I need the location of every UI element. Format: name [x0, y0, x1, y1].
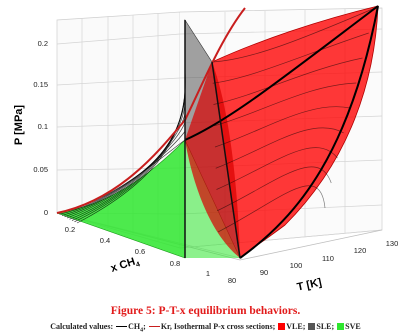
- legend-iso: Isothermal P-x cross sections;: [173, 322, 276, 331]
- legend-ch4: CH: [128, 322, 141, 331]
- vle-swatch: [278, 323, 286, 330]
- y-tick-label: 110: [322, 254, 334, 263]
- isotherm-line: [214, 82, 357, 127]
- sle-edge-2: [211, 61, 241, 259]
- x-axis: 0.2 0.4 0.6 0.8 1: [65, 225, 210, 278]
- y-axis-label: T [K]: [296, 277, 323, 294]
- isothermal-lines: [56, 7, 376, 233]
- isotherm-line: [215, 127, 344, 169]
- z-tick-label: 0.1: [38, 122, 48, 131]
- x-tick-label: 0.4: [100, 236, 110, 245]
- isotherm-line: [217, 185, 326, 233]
- ch4-curve: [184, 5, 379, 141]
- isotherm-line: [216, 147, 338, 190]
- isotherm-line: [214, 106, 351, 148]
- z-axis-label: P [MPa]: [13, 105, 25, 145]
- z-axis: 0 0.05 0.1 0.15 0.2: [33, 39, 48, 217]
- x-tick-label: 0.8: [170, 259, 180, 268]
- y-axis: 80 90 100 110 120 130: [228, 239, 398, 285]
- x-tick-label: 0.2: [65, 225, 75, 234]
- vle-inner: [185, 62, 240, 258]
- isotherm-line: [66, 104, 186, 219]
- vle-surface: [211, 5, 379, 259]
- isotherm-line: [217, 166, 332, 212]
- x-axis-label: x CH4: [109, 254, 141, 276]
- x-tick-label: 1: [206, 269, 210, 278]
- sle-swatch: [308, 323, 316, 330]
- sve-swatch: [337, 323, 345, 330]
- y-tick-label: 130: [386, 239, 399, 248]
- p-t-x-plot: 0 0.05 0.1 0.15 0.2 P [MPa] 0.2 0.4 0.6 …: [13, 5, 398, 294]
- y-tick-label: 90: [260, 268, 268, 277]
- ch4-line-swatch: [116, 326, 128, 327]
- legend: Calculated values: CH4; Kr, Isothermal P…: [50, 322, 361, 334]
- figure-caption: Figure 5: P-T-x equilibrium behaviors.: [110, 305, 301, 317]
- kr-line-swatch: [148, 326, 160, 327]
- legend-prefix: Calculated values:: [50, 322, 114, 331]
- legend-sle: SLE;: [316, 322, 335, 331]
- z-tick-label: 0: [44, 208, 48, 217]
- vle-base-curve: [239, 5, 379, 259]
- isotherm-line: [213, 57, 363, 105]
- isotherm-line: [211, 7, 376, 63]
- y-tick-label: 80: [228, 276, 236, 285]
- isotherm-line: [212, 32, 369, 84]
- legend-vle: VLE;: [286, 322, 306, 331]
- y-tick-label: 120: [354, 246, 367, 255]
- y-tick-label: 100: [290, 261, 303, 270]
- z-tick-label: 0.15: [33, 80, 48, 89]
- x-tick-label: 0.6: [135, 247, 145, 256]
- legend-sve: SVE: [345, 322, 361, 331]
- z-tick-label: 0.2: [38, 39, 48, 48]
- legend-kr: Kr,: [160, 322, 172, 331]
- z-tick-label: 0.05: [33, 165, 48, 174]
- isotherm-line: [69, 96, 186, 220]
- isotherm-line: [61, 122, 186, 216]
- legend-ch4-sub: 4: [140, 327, 144, 334]
